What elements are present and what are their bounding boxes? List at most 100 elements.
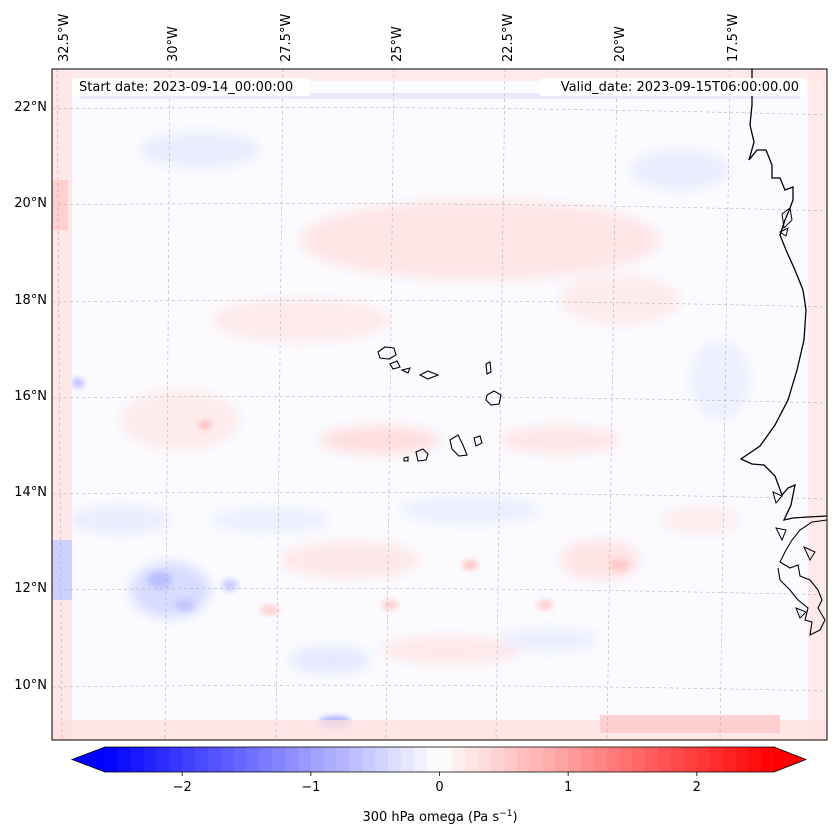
- island-brava: [403, 456, 409, 462]
- colorbar-cell: [272, 747, 286, 772]
- colorbar-cell: [658, 747, 672, 772]
- colorbar-cell: [246, 747, 260, 772]
- colorbar-label: 300 hPa omega (Pa s−1): [362, 809, 517, 825]
- island-santo-antao: [377, 346, 397, 360]
- colorbar-outline: [70, 746, 808, 773]
- colorbar-cell: [696, 747, 711, 772]
- lat-label: 16°N: [14, 389, 47, 404]
- map-frame: [51, 68, 828, 741]
- colorbar-cell: [207, 747, 222, 772]
- colorbar-tick-label: 0: [435, 780, 443, 795]
- colorbar-cell: [619, 747, 633, 772]
- island-sao-nicolau: [418, 370, 440, 380]
- colorbar-cell: [220, 747, 235, 772]
- colorbar-ticks: −2 −1 0 1 2: [173, 772, 701, 795]
- colorbar-cell: [362, 747, 376, 772]
- colorbar-cell: [568, 747, 582, 772]
- colorbar-cell: [503, 747, 518, 772]
- island-fogo: [415, 448, 429, 462]
- lon-label: 20°W: [613, 26, 628, 62]
- colorbar-cell: [709, 747, 723, 772]
- lat-label: 18°N: [14, 293, 47, 308]
- colorbar-cell: [336, 747, 350, 772]
- island-santa-luzia: [400, 367, 411, 374]
- colorbar-cell: [606, 747, 621, 772]
- colorbar-cell: [130, 747, 144, 772]
- lon-label: 17.5°W: [726, 14, 741, 62]
- colorbar-cell: [297, 747, 312, 772]
- lat-label: 20°N: [14, 196, 47, 211]
- colorbar-cell: [542, 747, 556, 772]
- colorbar-cell: [156, 747, 170, 772]
- lat-label: 14°N: [14, 485, 47, 500]
- island-maio: [473, 435, 483, 447]
- colorbar-cell: [761, 747, 775, 772]
- graticule: [52, 69, 827, 740]
- valid-date-box: [540, 78, 806, 96]
- colorbar-cell: [105, 747, 119, 772]
- guinea-coastline: [777, 519, 827, 636]
- island-sao-vicente: [389, 360, 401, 370]
- colorbar-max-extension: [774, 747, 806, 772]
- omega-field: [52, 69, 827, 740]
- africa-coastline: [739, 69, 827, 521]
- colorbar-min-extension: [72, 747, 105, 772]
- colorbar-cell: [310, 747, 325, 772]
- colorbar-cell: [259, 747, 273, 772]
- colorbar-cell: [439, 747, 453, 772]
- colorbar-cell: [426, 747, 440, 772]
- colorbar-cell: [555, 747, 569, 772]
- colorbar-cell: [593, 747, 608, 772]
- colorbar: −2 −1 0 1 2 300 hPa omega (Pa s−1): [70, 746, 808, 825]
- colorbar-cell: [323, 747, 337, 772]
- colorbar-cell: [413, 747, 428, 772]
- lon-label: 32.5°W: [57, 14, 72, 62]
- colorbar-cells: [105, 747, 775, 772]
- cape-verde-islands: [377, 346, 502, 462]
- colorbar-cell: [516, 747, 530, 772]
- longitude-labels: 32.5°W 30°W 27.5°W 25°W 22.5°W 20°W 17.5…: [57, 14, 741, 62]
- colorbar-tick-label: 1: [564, 780, 572, 795]
- lon-label: 27.5°W: [279, 14, 294, 62]
- lat-label: 22°N: [14, 100, 47, 115]
- island-santiago: [449, 434, 468, 457]
- colorbar-cell: [478, 747, 492, 772]
- colorbar-cell: [683, 747, 698, 772]
- colorbar-cell: [632, 747, 646, 772]
- lon-label: 30°W: [166, 26, 181, 62]
- colorbar-cell: [581, 747, 595, 772]
- lat-label: 10°N: [14, 678, 47, 693]
- colorbar-cell: [722, 747, 736, 772]
- colorbar-cell: [285, 747, 299, 772]
- island-sal: [485, 361, 492, 375]
- colorbar-tick-label: 2: [693, 780, 701, 795]
- island-boa-vista: [485, 390, 502, 406]
- lat-label: 12°N: [14, 581, 47, 596]
- colorbar-cell: [452, 747, 466, 772]
- colorbar-cell: [400, 747, 415, 772]
- colorbar-cell: [349, 747, 363, 772]
- colorbar-cell: [735, 747, 749, 772]
- colorbar-cell: [143, 747, 157, 772]
- latitude-labels: 22°N 20°N 18°N 16°N 14°N 12°N 10°N: [14, 100, 47, 693]
- colorbar-cell: [465, 747, 479, 772]
- colorbar-cell: [117, 747, 132, 772]
- colorbar-cell: [490, 747, 505, 772]
- colorbar-cell: [388, 747, 402, 772]
- start-date-box: [72, 78, 310, 96]
- colorbar-cell: [182, 747, 196, 772]
- start-date-label: Start date: 2023-09-14_00:00:00: [79, 80, 293, 95]
- colorbar-cell: [529, 747, 543, 772]
- lon-label: 22.5°W: [501, 14, 516, 62]
- colorbar-cell: [169, 747, 183, 772]
- colorbar-tick-label: −1: [301, 780, 320, 795]
- colorbar-cell: [645, 747, 659, 772]
- colorbar-cell: [375, 747, 389, 772]
- colorbar-cell: [195, 747, 209, 772]
- valid-date-label: Valid_date: 2023-09-15T06:00:00.00: [561, 80, 799, 95]
- colorbar-cell: [748, 747, 762, 772]
- colorbar-tick-label: −2: [173, 780, 192, 795]
- colorbar-cell: [671, 747, 685, 772]
- lon-label: 25°W: [390, 26, 405, 62]
